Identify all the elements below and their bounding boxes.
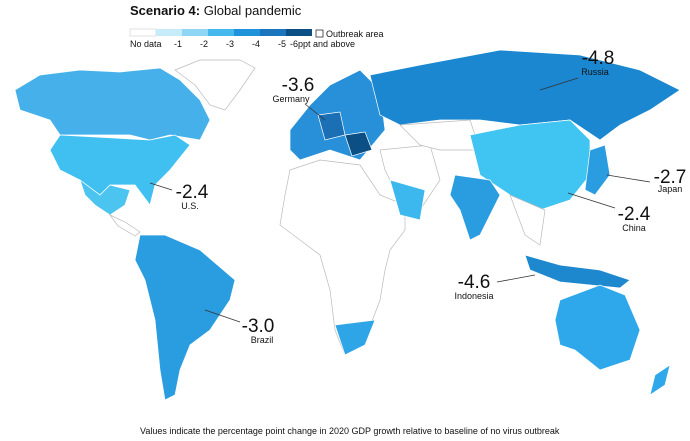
indonesia: [524, 254, 631, 289]
callout-country: Brazil: [251, 335, 274, 345]
legend-label: -2: [200, 39, 208, 49]
saudi-arabia: [389, 179, 426, 221]
mexico: [79, 179, 131, 216]
china: [469, 119, 591, 211]
south-africa: [334, 319, 376, 356]
footnote: Values indicate the percentage point cha…: [140, 426, 560, 436]
world-map: [14, 49, 681, 401]
leader-line: [149, 182, 173, 191]
legend-label: -3: [226, 39, 234, 49]
greenland: [174, 59, 256, 111]
japan: [584, 144, 611, 196]
legend-swatch: [260, 29, 286, 36]
leader-line: [539, 77, 579, 91]
legend-swatch: [182, 29, 208, 36]
legend-swatch: [286, 29, 312, 36]
legend-swatch: [156, 29, 182, 36]
central-america: [108, 214, 141, 237]
callout-country: Germany: [272, 94, 310, 104]
legend-label: No data: [130, 39, 162, 49]
leader-line: [304, 103, 326, 121]
leader-line: [204, 309, 241, 323]
canada: [14, 67, 211, 141]
legend-label: -1: [174, 39, 182, 49]
callout-value: -3.0: [242, 316, 275, 337]
leader-line: [567, 192, 616, 209]
title: Scenario 4: Global pandemic: [130, 3, 302, 18]
callout-country: Russia: [581, 67, 609, 77]
callout-value: -4.6: [458, 272, 491, 293]
eastern-europe: [344, 131, 373, 157]
leader-line: [606, 174, 651, 183]
callout-country: Indonesia: [454, 291, 493, 301]
legend-label: -6ppt and above: [290, 39, 355, 49]
outbreak-swatch: [315, 29, 324, 38]
outbreak-label: Outbreak area: [326, 29, 384, 39]
usa: [49, 134, 191, 206]
title-rest: Global pandemic: [204, 3, 302, 18]
australia: [554, 284, 641, 371]
leader-line: [496, 274, 536, 283]
southeast-asia: [509, 194, 546, 246]
legend: No data -1 -2 -3 -4 -5 -6ppt and above: [129, 28, 355, 49]
russia: [369, 49, 681, 141]
callout-country: Japan: [658, 184, 683, 194]
callouts: -4.8 Russia -3.6 Germany -2.4 U.S. -2.7 …: [149, 48, 687, 345]
south-america: [134, 234, 236, 401]
callout-country: China: [622, 223, 646, 233]
legend-swatch: [208, 29, 234, 36]
legend-label: -5: [278, 39, 286, 49]
india: [449, 174, 501, 241]
new-zealand: [649, 364, 671, 396]
central-asia: [399, 119, 481, 151]
legend-swatch: [234, 29, 260, 36]
callout-country: U.S.: [181, 201, 199, 211]
title-bold: Scenario 4:: [130, 3, 200, 18]
callout-value: -3.6: [282, 75, 315, 96]
callout-value: -2.4: [176, 182, 209, 203]
callout-value: -2.7: [654, 167, 687, 188]
legend-label: -4: [252, 39, 260, 49]
legend-swatch: [129, 28, 157, 37]
callout-value: -2.4: [618, 204, 651, 225]
callout-value: -4.8: [582, 48, 615, 69]
